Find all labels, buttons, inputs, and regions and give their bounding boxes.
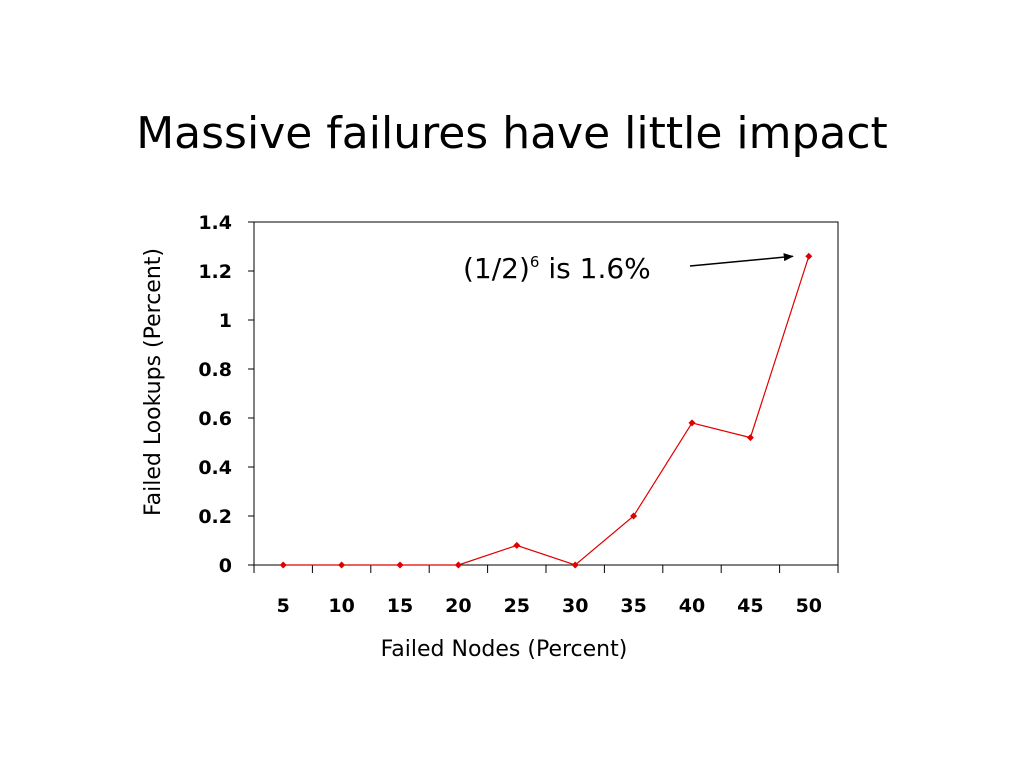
series-line (283, 256, 810, 566)
x-tick-label: 5 (277, 595, 290, 617)
y-tick-label: 0 (219, 555, 232, 577)
data-point (805, 252, 813, 260)
x-tick-label: 45 (737, 595, 763, 617)
annotation-superscript: 6 (530, 253, 540, 271)
slide-title: Massive failures have little impact (136, 108, 888, 159)
y-tick-label: 1 (219, 310, 232, 332)
annotation-base: (1/2) (463, 252, 530, 285)
annotation-label: (1/2)6 is 1.6% (463, 252, 651, 285)
series-group (279, 252, 813, 569)
annotation-arrow (689, 253, 794, 267)
annotation: (1/2)6 is 1.6% (463, 252, 794, 285)
data-point (338, 561, 346, 569)
y-axis: 0 0.2 0.4 0.6 0.8 1 1.2 1.4 (198, 212, 254, 577)
x-tick-label: 15 (387, 595, 413, 617)
y-tick-label: 1.4 (198, 212, 232, 234)
y-tick-label: 0.6 (198, 408, 232, 430)
y-tick-label: 0.8 (198, 359, 232, 381)
data-point (279, 561, 287, 569)
data-point (630, 512, 638, 520)
x-tick-label: 10 (328, 595, 354, 617)
y-axis-label: Failed Lookups (Percent) (141, 248, 166, 516)
data-point (688, 419, 696, 427)
data-point (513, 541, 521, 549)
x-tick-label: 35 (620, 595, 646, 617)
y-tick-label: 0.2 (198, 506, 232, 528)
x-tick-label: 40 (679, 595, 705, 617)
x-axis-label: Failed Nodes (Percent) (381, 637, 628, 662)
data-point (396, 561, 404, 569)
x-tick-label: 50 (796, 595, 822, 617)
x-tick-label: 30 (562, 595, 588, 617)
annotation-suffix: is 1.6% (539, 252, 650, 285)
x-tick-label: 20 (445, 595, 471, 617)
x-tick-label: 25 (504, 595, 530, 617)
data-point (454, 561, 462, 569)
data-point (571, 561, 579, 569)
y-tick-label: 1.2 (198, 261, 232, 283)
y-tick-label: 0.4 (198, 457, 232, 479)
x-axis: 5 10 15 20 25 30 35 40 45 50 (253, 565, 839, 617)
data-point (746, 434, 754, 442)
